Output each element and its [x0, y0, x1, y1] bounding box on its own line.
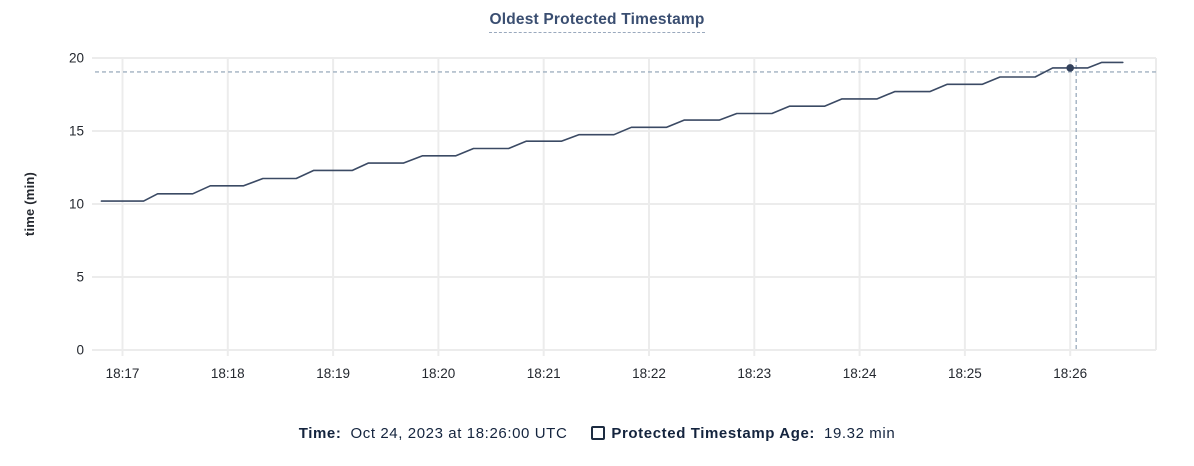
legend-time-value: Oct 24, 2023 at 18:26:00 UTC: [350, 424, 568, 442]
x-tick-label: 18:21: [527, 366, 561, 381]
y-tick-label: 15: [69, 124, 84, 139]
x-tick-label: 18:19: [316, 366, 350, 381]
legend-series-value: 19.32 min: [824, 424, 896, 442]
legend-series-label: Protected Timestamp Age:: [611, 424, 815, 442]
x-tick-label: 18:26: [1053, 366, 1087, 381]
hover-point-dot: [1066, 64, 1074, 72]
x-tick-label: 18:20: [422, 366, 456, 381]
y-tick-label: 5: [76, 270, 84, 285]
y-tick-label: 10: [69, 197, 84, 212]
line-chart-plot[interactable]: 0 5 10 15 20 18:17 18:18 18:19 18:20 18:21 18:22 18…: [0, 0, 1194, 400]
chart-legend: Time: Oct 24, 2023 at 18:26:00 UTC Prote…: [0, 420, 1194, 446]
x-tick-label: 18:18: [211, 366, 245, 381]
y-tick-label: 0: [76, 343, 84, 358]
x-tick-label: 18:25: [948, 366, 982, 381]
x-tick-label: 18:22: [632, 366, 666, 381]
x-tick-label: 18:17: [106, 366, 140, 381]
x-tick-label: 18:23: [737, 366, 771, 381]
y-tick-label: 20: [69, 51, 84, 66]
legend-time-label: Time:: [298, 424, 342, 442]
chart-title-row: Oldest Protected Timestamp: [0, 11, 1194, 33]
chart-title[interactable]: Oldest Protected Timestamp: [489, 11, 705, 33]
series-toggle-checkbox[interactable]: [591, 426, 606, 440]
series-line: [100, 61, 1124, 202]
x-tick-label: 18:24: [843, 366, 877, 381]
